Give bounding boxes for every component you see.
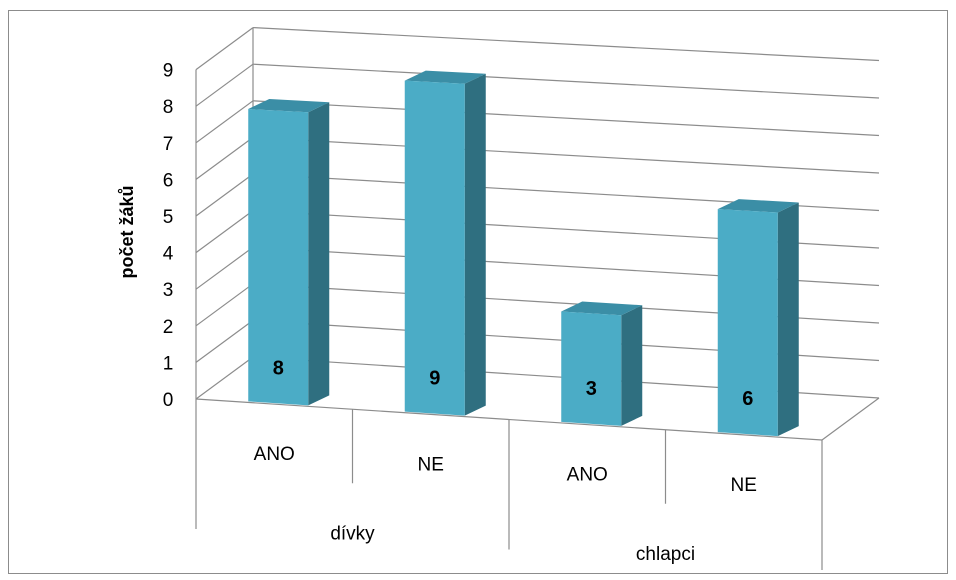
bar-side	[777, 202, 799, 437]
bar-front	[248, 109, 309, 406]
data-label: 9	[429, 368, 440, 390]
data-label: 3	[586, 378, 597, 400]
category-label: ANO	[254, 444, 295, 465]
bar-front	[561, 311, 622, 426]
bar-side	[621, 305, 643, 426]
y-axis-title: počet žáků	[117, 185, 137, 278]
y-tick-label: 2	[163, 317, 174, 338]
category-label: NE	[418, 454, 444, 475]
y-tick-label: 8	[163, 97, 174, 118]
y-tick-label: 7	[163, 134, 174, 155]
bar: 6	[717, 199, 799, 437]
y-tick-label: 9	[163, 61, 174, 82]
y-tick-label: 3	[163, 280, 174, 301]
category-label: ANO	[567, 465, 608, 486]
bar: 9	[404, 70, 486, 416]
bar-top	[717, 199, 799, 213]
data-label: 6	[742, 388, 753, 410]
bar: 8	[248, 99, 330, 406]
bar-side	[464, 73, 486, 416]
bar-front	[404, 80, 465, 416]
data-label: 8	[273, 357, 284, 379]
y-tick-label: 1	[163, 353, 174, 374]
bar-top	[404, 70, 486, 84]
group-label: dívky	[330, 523, 375, 544]
bar-side	[308, 102, 330, 406]
group-label: chlapci	[636, 544, 695, 565]
y-axis-ticks: 0 1 2 3 4 5 6 7 8 9	[163, 61, 174, 411]
x-axis-categories: ANO NE ANO NE dívky chlapci	[195, 399, 823, 570]
y-tick-label: 0	[163, 390, 174, 411]
category-label: NE	[731, 475, 757, 496]
y-tick-label: 5	[163, 207, 174, 228]
bar-top	[248, 99, 330, 113]
bars: 8 9 3 6	[248, 70, 799, 437]
bar-front	[717, 209, 778, 437]
y-tick-label: 6	[163, 170, 174, 191]
y-tick-label: 4	[163, 244, 174, 265]
bar: 3	[561, 301, 643, 426]
bar-top	[561, 301, 643, 316]
